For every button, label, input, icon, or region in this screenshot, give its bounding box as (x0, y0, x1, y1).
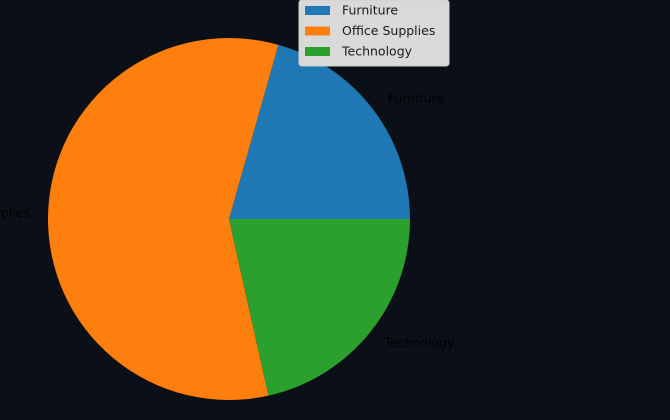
slice-label-office-supplies: Office Supplies (0, 205, 30, 220)
pie-slice-labels: Furniture Office Supplies Technology (0, 91, 455, 351)
legend-label-technology: Technology (341, 44, 413, 59)
legend-swatch-technology (305, 47, 330, 56)
pie-slice-furniture (229, 44, 410, 220)
legend-swatch-office-supplies (305, 26, 330, 36)
legend-box (298, 0, 450, 67)
pie-slice-office-supplies (47, 37, 279, 400)
legend-label-office-supplies: Office Supplies (342, 23, 435, 38)
legend-label-furniture: Furniture (342, 3, 398, 18)
legend: Furniture Office Supplies Technology (298, 0, 450, 67)
slice-label-furniture: Furniture (388, 91, 444, 106)
legend-swatch-furniture (305, 6, 330, 15)
pie-slice-technology (229, 219, 411, 396)
slice-label-technology: Technology (383, 335, 455, 350)
pie-slices (47, 37, 411, 400)
